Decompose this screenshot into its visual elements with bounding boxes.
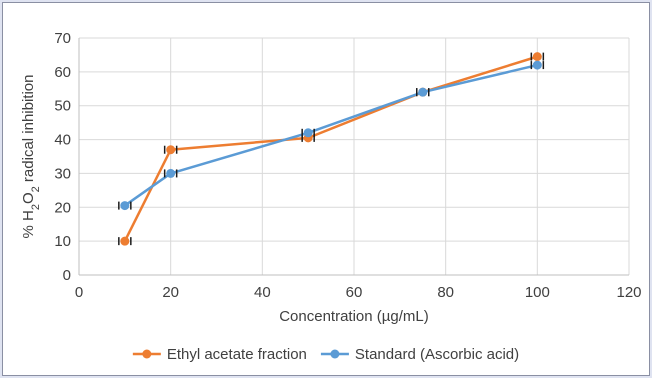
axes xyxy=(78,38,629,276)
data-point xyxy=(303,128,313,138)
y-tick-label: 50 xyxy=(54,98,71,115)
data-point xyxy=(418,87,428,97)
series-2 xyxy=(118,60,545,211)
legend-item-1: Ethyl acetate fraction xyxy=(132,346,307,363)
y-tick-label: 40 xyxy=(54,132,71,149)
data-point xyxy=(532,52,542,62)
y-axis-title-suffix: radical inhibition xyxy=(20,75,37,187)
data-point xyxy=(166,168,176,178)
series-group xyxy=(118,52,545,246)
legend-swatch-marker xyxy=(330,349,340,359)
x-tick-label: 60 xyxy=(346,284,363,301)
legend-label: Standard (Ascorbic acid) xyxy=(355,346,519,363)
series-line xyxy=(124,63,538,207)
y-tick-label: 0 xyxy=(63,267,71,284)
y-axis-title-sub1: 2 xyxy=(30,204,42,210)
y-axis-title: % H2O2 radical inhibition xyxy=(20,75,42,239)
x-tick-label: 100 xyxy=(525,284,550,301)
y-tick-label: 10 xyxy=(54,233,71,250)
series-line xyxy=(123,55,538,242)
y-tick-label: 20 xyxy=(54,199,71,216)
legend-swatch-marker xyxy=(142,349,152,359)
legend-label: Ethyl acetate fraction xyxy=(167,346,307,363)
data-point xyxy=(120,201,130,211)
x-tick-label: 20 xyxy=(162,284,179,301)
x-tick-label: 40 xyxy=(254,284,271,301)
y-tick-label: 30 xyxy=(54,165,71,182)
x-tick-label: 120 xyxy=(616,284,641,301)
data-point xyxy=(120,236,130,246)
y-tick-label: 70 xyxy=(54,30,71,47)
x-tick-label: 0 xyxy=(75,284,83,301)
y-axis-title-mid: O xyxy=(20,192,37,204)
data-point xyxy=(166,145,176,155)
x-axis-title: Concentration (µg/mL) xyxy=(279,308,429,325)
x-tick-label: 80 xyxy=(437,284,454,301)
y-axis-title-sub2: 2 xyxy=(30,186,42,192)
x-tick-labels: 0 20 40 60 80 100 120 xyxy=(75,284,642,301)
y-tick-labels: 0 10 20 30 40 50 60 70 xyxy=(54,30,71,284)
y-axis-title-prefix: % H xyxy=(20,210,37,238)
legend-item-2: Standard (Ascorbic acid) xyxy=(320,346,519,363)
y-tick-label: 60 xyxy=(54,64,71,81)
legend: Ethyl acetate fraction Standard (Ascorbic… xyxy=(132,346,519,363)
data-point xyxy=(532,60,542,70)
line-chart: 0 10 20 30 40 50 60 70 0 20 40 60 80 100 120 Concentr… xyxy=(20,30,642,363)
gridlines xyxy=(79,37,630,275)
series-1 xyxy=(118,52,545,246)
